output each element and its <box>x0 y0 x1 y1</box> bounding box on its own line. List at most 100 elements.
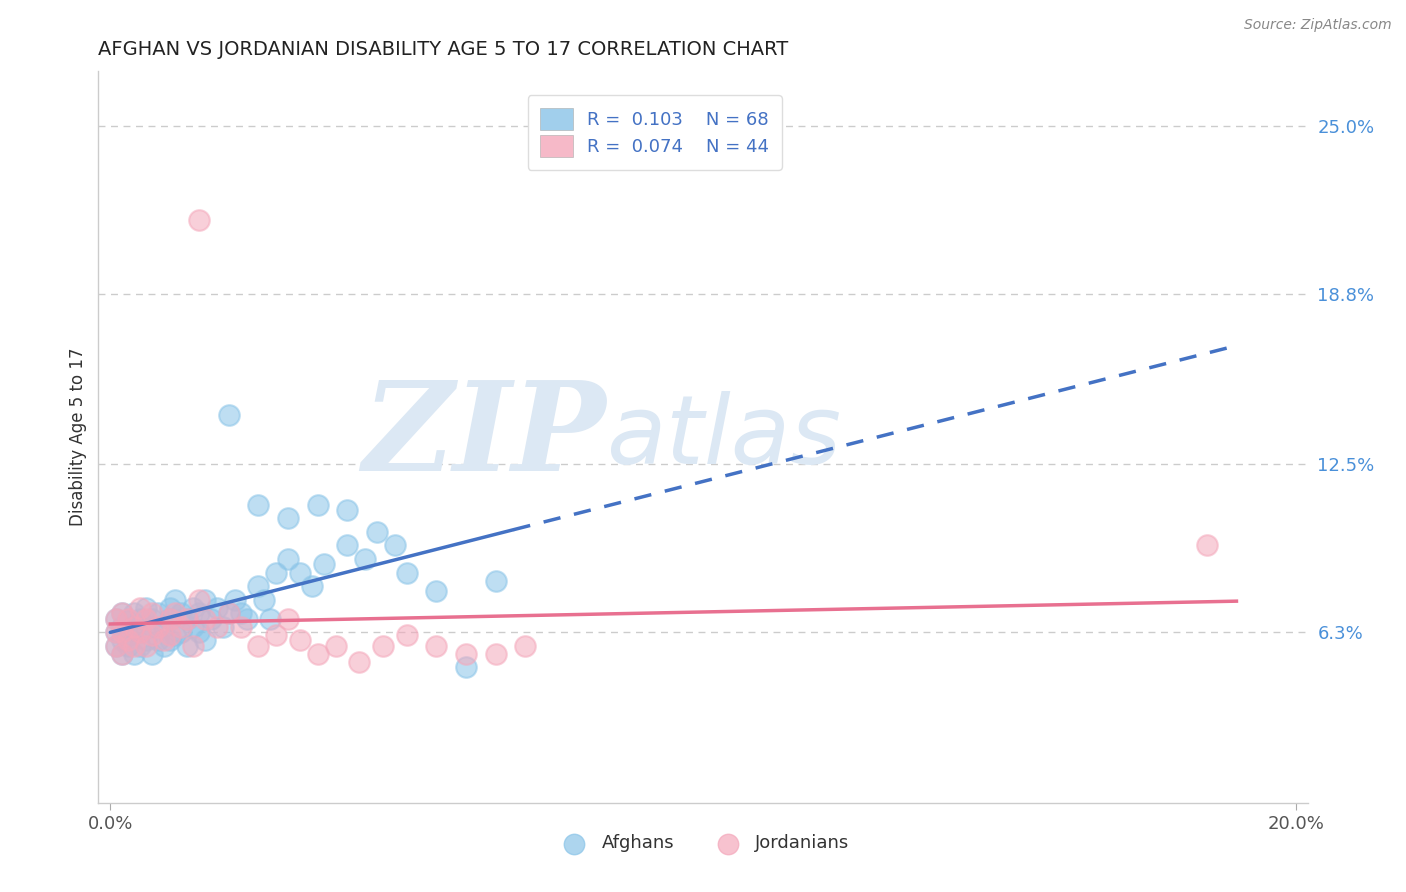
Point <box>312 558 335 572</box>
Point <box>141 606 163 620</box>
Point <box>264 628 287 642</box>
Point <box>152 620 174 634</box>
Point <box>200 611 222 625</box>
Point <box>122 620 145 634</box>
Point <box>159 628 181 642</box>
Point <box>129 625 152 640</box>
Point <box>111 620 134 634</box>
Point <box>129 600 152 615</box>
Point <box>176 611 198 625</box>
Point <box>194 592 217 607</box>
Point <box>259 611 281 625</box>
Point <box>122 639 145 653</box>
Point <box>229 606 252 620</box>
Point <box>395 566 418 580</box>
Legend: Afghans, Jordanians: Afghans, Jordanians <box>550 827 856 860</box>
Point <box>152 633 174 648</box>
Point <box>105 611 128 625</box>
Point <box>146 606 169 620</box>
Point <box>105 611 128 625</box>
Point <box>336 503 359 517</box>
Point <box>347 655 370 669</box>
Point <box>105 639 128 653</box>
Point <box>425 639 447 653</box>
Point <box>111 647 134 661</box>
Point <box>247 579 270 593</box>
Point <box>218 606 240 620</box>
Point <box>159 611 181 625</box>
Point <box>165 592 187 607</box>
Point <box>395 628 418 642</box>
Point <box>159 600 181 615</box>
Point <box>247 639 270 653</box>
Point <box>117 611 139 625</box>
Point <box>111 647 134 661</box>
Point <box>515 639 537 653</box>
Point <box>288 566 311 580</box>
Point <box>253 592 276 607</box>
Point <box>325 639 347 653</box>
Point <box>111 625 134 640</box>
Point <box>176 639 198 653</box>
Point <box>122 620 145 634</box>
Point <box>129 639 152 653</box>
Point <box>277 511 299 525</box>
Point <box>117 633 139 648</box>
Point <box>218 606 240 620</box>
Point <box>111 606 134 620</box>
Point <box>105 625 128 640</box>
Point <box>111 606 134 620</box>
Point <box>181 600 204 615</box>
Point <box>117 628 139 642</box>
Point <box>218 409 240 423</box>
Point <box>135 639 157 653</box>
Point <box>454 647 477 661</box>
Text: AFGHAN VS JORDANIAN DISABILITY AGE 5 TO 17 CORRELATION CHART: AFGHAN VS JORDANIAN DISABILITY AGE 5 TO … <box>98 39 789 59</box>
Point <box>194 611 217 625</box>
Point <box>366 524 388 539</box>
Point <box>277 552 299 566</box>
Point <box>141 628 163 642</box>
Point <box>224 592 246 607</box>
Point <box>141 620 163 634</box>
Point <box>141 647 163 661</box>
Point <box>159 611 181 625</box>
Point <box>117 639 139 653</box>
Point <box>277 611 299 625</box>
Point <box>129 625 152 640</box>
Point <box>454 660 477 674</box>
Text: atlas: atlas <box>606 391 841 483</box>
Point <box>384 538 406 552</box>
Point <box>301 579 323 593</box>
Point <box>129 611 152 625</box>
Point <box>135 611 157 625</box>
Point <box>235 611 257 625</box>
Point <box>425 584 447 599</box>
Point <box>159 633 181 648</box>
Point <box>336 538 359 552</box>
Y-axis label: Disability Age 5 to 17: Disability Age 5 to 17 <box>69 348 87 526</box>
Point <box>170 620 193 634</box>
Point <box>484 647 506 661</box>
Point <box>165 606 187 620</box>
Point <box>111 633 134 648</box>
Point <box>176 611 198 625</box>
Point <box>188 592 211 607</box>
Point <box>181 620 204 634</box>
Point <box>194 633 217 648</box>
Point <box>229 620 252 634</box>
Point <box>188 606 211 620</box>
Point <box>1195 538 1218 552</box>
Point <box>105 625 128 640</box>
Point <box>181 639 204 653</box>
Point <box>188 213 211 227</box>
Point <box>165 628 187 642</box>
Point <box>205 620 228 634</box>
Point <box>212 620 235 634</box>
Point <box>152 639 174 653</box>
Point <box>371 639 394 653</box>
Text: Source: ZipAtlas.com: Source: ZipAtlas.com <box>1244 18 1392 32</box>
Point <box>135 600 157 615</box>
Point <box>307 647 329 661</box>
Point <box>247 498 270 512</box>
